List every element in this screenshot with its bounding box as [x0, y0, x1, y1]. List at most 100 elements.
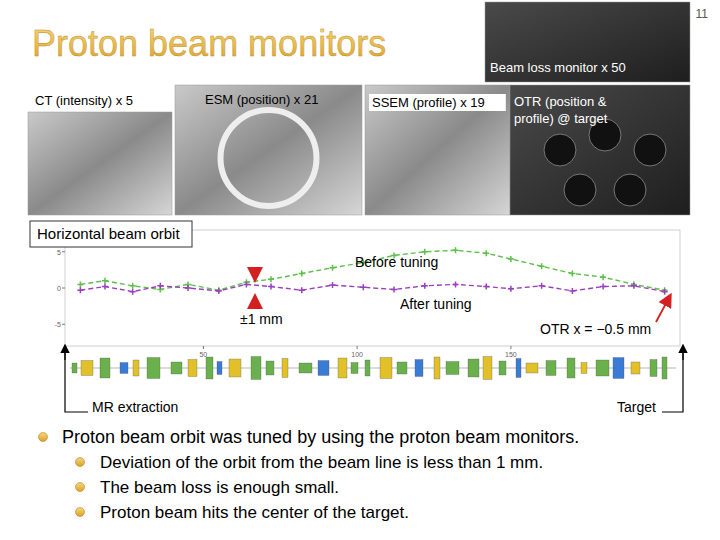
beamline-element — [596, 360, 609, 376]
data-point — [216, 287, 222, 293]
data-point — [77, 281, 83, 287]
photo-detail — [614, 174, 646, 206]
data-point — [508, 256, 514, 262]
page-number: 11 — [696, 7, 709, 21]
beamline-element — [415, 360, 423, 377]
annotation: MR extraction — [92, 399, 178, 415]
beamline-element — [147, 358, 160, 379]
data-point — [422, 283, 428, 289]
bracket — [662, 348, 683, 412]
data-point — [330, 282, 336, 288]
y-tick — [62, 324, 65, 325]
data-point — [157, 283, 163, 289]
data-point — [569, 288, 575, 294]
data-point — [453, 247, 459, 253]
beamline-element — [188, 360, 197, 377]
arrow — [682, 346, 683, 360]
data-point — [391, 286, 397, 292]
beamline-element — [581, 363, 587, 374]
beamline-element — [631, 362, 640, 374]
beamline-element — [380, 358, 392, 379]
arrow — [254, 297, 256, 306]
slide-title: Proton beam monitors — [32, 23, 386, 64]
plot-data — [77, 247, 667, 294]
y-tick-label: 0 — [57, 285, 61, 292]
beamline-element — [100, 358, 110, 378]
y-tick — [62, 251, 65, 252]
photo-detail — [544, 134, 576, 166]
data-point — [216, 288, 222, 294]
annotation: Target — [617, 399, 656, 415]
data-point — [102, 278, 108, 284]
beamline-element — [365, 360, 370, 376]
photo — [175, 85, 362, 215]
beamline-element — [397, 362, 407, 374]
data-point — [600, 274, 606, 280]
label-bg — [32, 92, 162, 109]
photo-label: CT (intensity) x 5 — [35, 93, 133, 108]
x-tick-label: 150 — [505, 351, 517, 358]
series-label: After tuning — [400, 296, 472, 312]
photo-detail — [564, 174, 596, 206]
series-line — [80, 284, 664, 291]
label-line: profile) @ target — [514, 111, 608, 126]
photo-detail — [634, 134, 666, 166]
photo-label: SSEM (profile) x 19 — [372, 95, 485, 110]
data-point — [631, 283, 637, 289]
series-label: Before tuning — [355, 254, 438, 270]
data-point — [569, 271, 575, 277]
bullet-text: Proton beam orbit was tuned by using the… — [62, 427, 579, 447]
chart-title: Horizontal beam orbit — [37, 225, 180, 242]
data-point — [268, 284, 274, 290]
sub-bullet-text: The beam loss is enough small. — [100, 478, 339, 497]
data-point — [360, 284, 366, 290]
beamline-element — [217, 362, 222, 375]
beamline-element — [499, 361, 506, 375]
data-point — [539, 283, 545, 289]
chart-title-box — [30, 221, 192, 247]
x-tick-label: 100 — [351, 351, 363, 358]
data-point — [102, 284, 108, 290]
bullet-dot — [39, 433, 48, 442]
data-point — [600, 284, 606, 290]
data-point — [330, 265, 336, 271]
data-point — [130, 289, 136, 295]
y-tick — [62, 288, 65, 289]
beamline-element — [351, 363, 358, 374]
bullet-dot — [76, 508, 85, 517]
label-line: Beam loss monitor x 50 — [490, 60, 626, 75]
label-line: SSEM (profile) x 19 — [372, 95, 485, 110]
beamline-element — [318, 361, 329, 376]
beamline-element — [567, 358, 575, 378]
data-point — [483, 250, 489, 256]
bullet-dot — [76, 483, 85, 492]
beamline-element — [546, 361, 556, 376]
sub-bullet-text: Proton beam hits the center of the targe… — [100, 503, 409, 522]
photo-detail — [221, 110, 317, 206]
data-point — [77, 287, 83, 293]
label-line: ESM (position) x 21 — [205, 92, 318, 107]
data-point — [299, 287, 305, 293]
data-point — [130, 283, 136, 289]
beamline-element — [434, 357, 440, 379]
data-point — [268, 276, 274, 282]
beamline-element — [613, 358, 624, 379]
beamline-element — [483, 357, 492, 380]
arrow — [64, 346, 65, 360]
photo-label: ESM (position) x 21 — [205, 92, 318, 107]
beamline-element — [282, 359, 288, 378]
beamline-element — [650, 360, 657, 377]
data-point — [453, 281, 459, 287]
arrow — [254, 270, 256, 279]
data-point — [185, 285, 191, 291]
beamline-element — [206, 357, 213, 379]
data-point — [483, 284, 489, 290]
photo — [485, 2, 690, 82]
beamline-element — [120, 363, 128, 374]
beamline-element — [266, 361, 274, 375]
beamline-element — [133, 360, 139, 376]
label-bg — [369, 94, 506, 111]
photo-label: OTR (position &profile) @ target — [514, 94, 608, 126]
data-point — [299, 271, 305, 277]
y-tick-label: 5 — [57, 249, 61, 256]
